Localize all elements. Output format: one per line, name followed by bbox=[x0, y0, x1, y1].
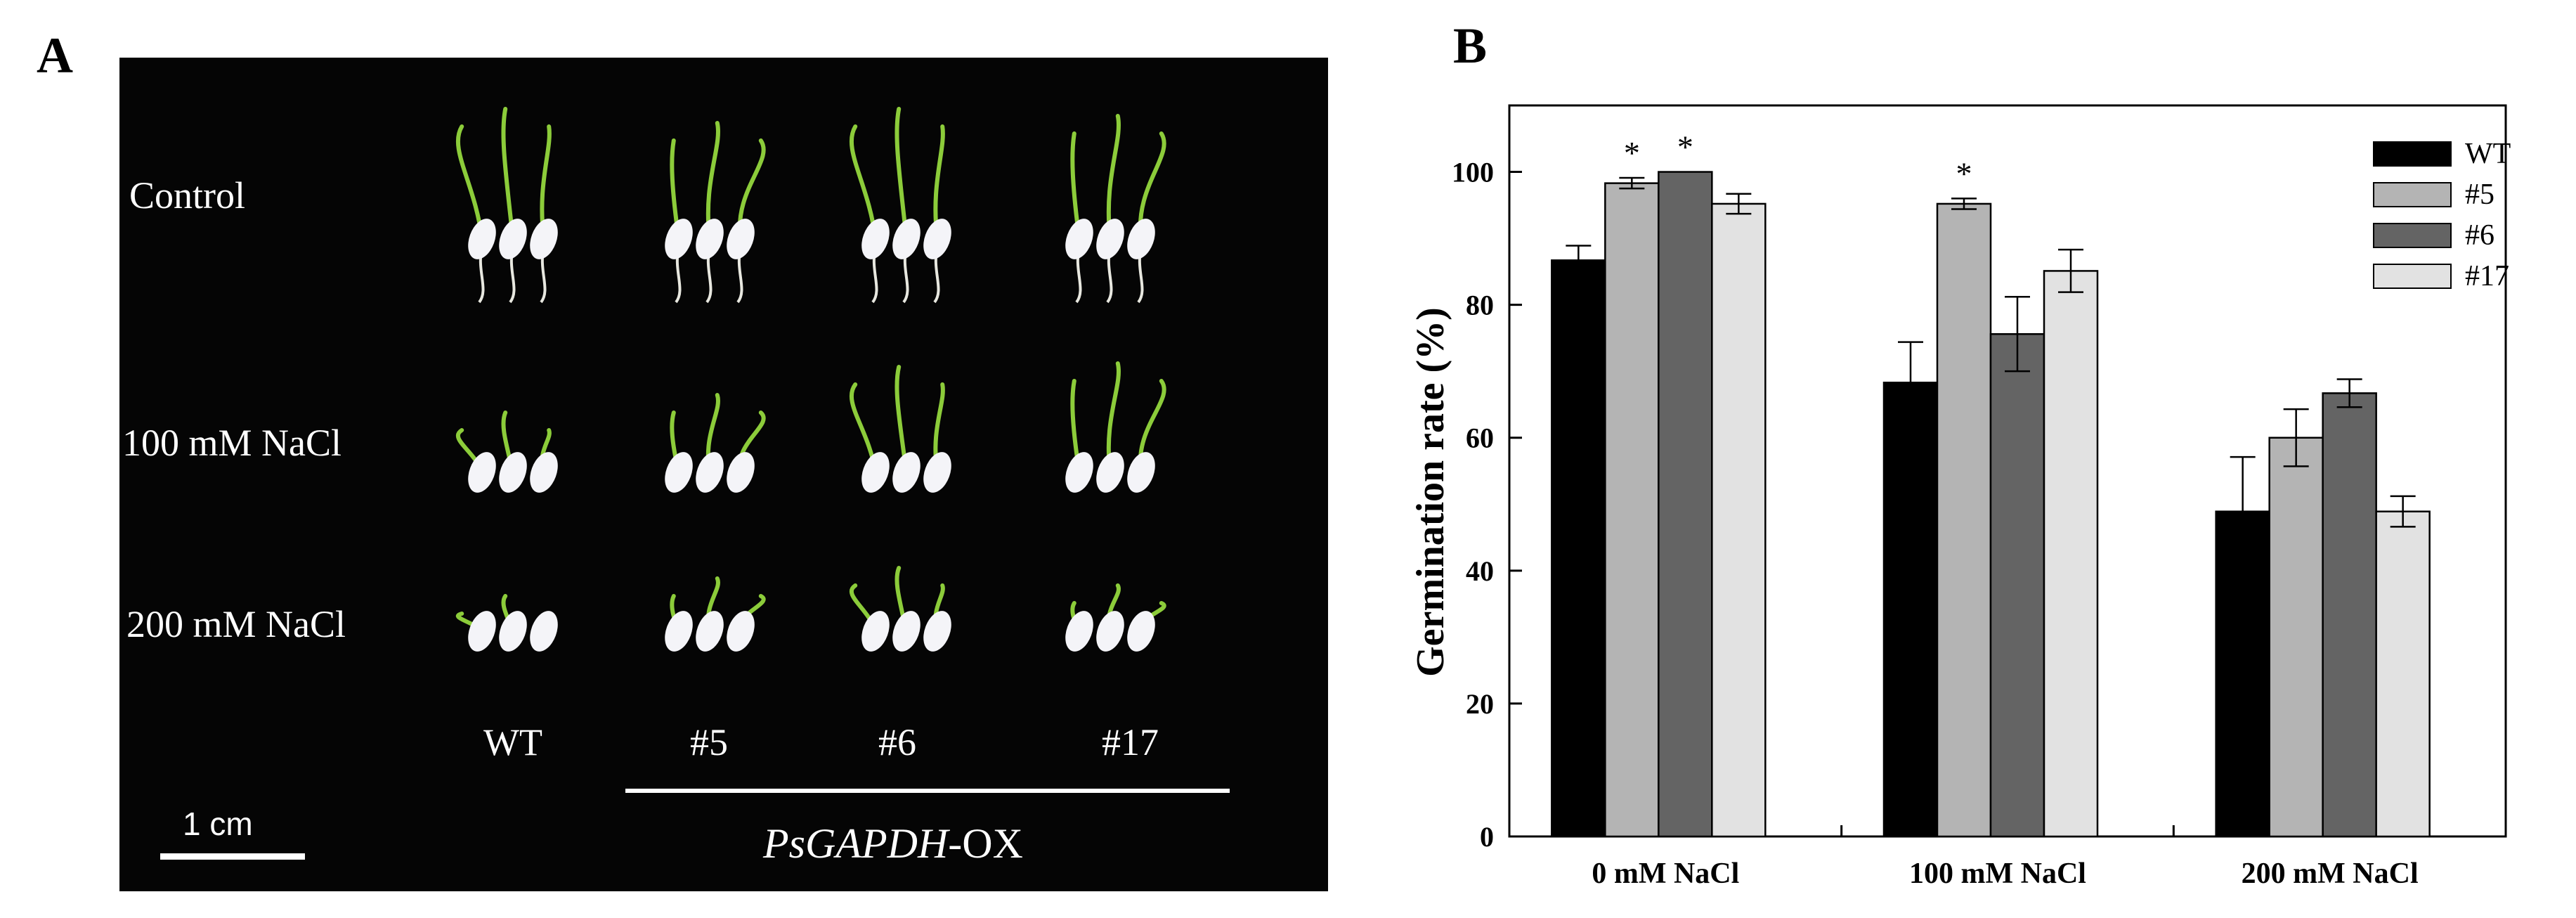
x-tick-label: 200 mM NaCl bbox=[2242, 858, 2419, 890]
significance-star: * bbox=[1956, 155, 1972, 191]
legend-swatch bbox=[2373, 141, 2452, 167]
seed bbox=[530, 452, 558, 493]
legend-swatch bbox=[2373, 223, 2452, 248]
column-label-17: #17 bbox=[1102, 721, 1159, 763]
legend-swatch bbox=[2373, 182, 2452, 207]
significance-star: * bbox=[1624, 135, 1640, 171]
legend-label: #17 bbox=[2465, 260, 2509, 292]
y-tick-label: 80 bbox=[1466, 290, 1494, 321]
seed bbox=[892, 219, 921, 259]
seed bbox=[696, 611, 724, 652]
seedling-shoot bbox=[501, 107, 515, 241]
seed bbox=[468, 611, 496, 652]
seedling-shoot bbox=[1106, 114, 1121, 241]
seed bbox=[468, 219, 496, 259]
bar-line-5-2 bbox=[2268, 437, 2324, 838]
bar-line-17-2 bbox=[2375, 510, 2431, 838]
legend-label: #6 bbox=[2465, 219, 2494, 252]
seed bbox=[1065, 452, 1093, 493]
seed bbox=[530, 219, 558, 259]
row-label-200mm: 200 mM NaCl bbox=[126, 603, 346, 645]
seed bbox=[499, 611, 527, 652]
chart-bars bbox=[1551, 171, 2431, 838]
y-tick-label: 40 bbox=[1466, 555, 1494, 587]
seed bbox=[1096, 452, 1124, 493]
seed bbox=[727, 452, 755, 493]
chart-axes: 0 20 40 60 80 100 0 mM NaCl 100 mM NaCl 200 mM N… bbox=[1452, 104, 2507, 890]
transgene-label-italic: PsGAPDH bbox=[762, 820, 951, 867]
column-label-6: #6 bbox=[878, 721, 916, 763]
seedling-shoot bbox=[455, 124, 484, 241]
scale-bar-label: 1 cm bbox=[183, 806, 253, 842]
seed bbox=[1096, 611, 1124, 652]
x-tick-label: 100 mM NaCl bbox=[1909, 858, 2086, 890]
seed bbox=[499, 452, 527, 493]
seed bbox=[1096, 219, 1124, 259]
legend-label: WT bbox=[2465, 138, 2511, 170]
bar-WT-1 bbox=[1882, 382, 1939, 838]
y-tick-label: 100 bbox=[1452, 157, 1494, 188]
seed bbox=[665, 452, 693, 493]
seed bbox=[1127, 219, 1155, 259]
bar-WT-0 bbox=[1551, 259, 1606, 838]
seedling-shoot bbox=[540, 124, 552, 241]
column-label-5: #5 bbox=[690, 721, 728, 763]
seedling-shoot bbox=[705, 121, 720, 241]
seed bbox=[468, 452, 496, 493]
seed bbox=[665, 219, 693, 259]
seed bbox=[923, 611, 951, 652]
transgenic-group-bracket bbox=[625, 789, 1230, 793]
transgene-label: PsGAPDH-OX bbox=[762, 820, 1023, 867]
significance-star: * bbox=[1677, 129, 1693, 165]
chart-significance-markers: * * * bbox=[1624, 129, 1972, 192]
seed bbox=[696, 452, 724, 493]
bar-line-5-0 bbox=[1604, 182, 1660, 838]
seed bbox=[861, 452, 890, 493]
row-label-control: Control bbox=[129, 174, 245, 216]
germination-bar-chart: 0 20 40 60 80 100 0 mM NaCl 100 mM NaCl 200 mM N… bbox=[1409, 104, 2511, 890]
seed bbox=[665, 611, 693, 652]
bar-line-5-1 bbox=[1936, 202, 1992, 838]
seed bbox=[892, 452, 921, 493]
y-axis-label: Germination rate (%) bbox=[1409, 307, 1452, 677]
seedling-shoot bbox=[895, 107, 909, 241]
seed bbox=[1065, 611, 1093, 652]
seed bbox=[530, 611, 558, 652]
seed bbox=[727, 219, 755, 259]
seed bbox=[861, 611, 890, 652]
y-tick-label: 60 bbox=[1466, 422, 1494, 454]
seedling-shoot bbox=[849, 124, 878, 241]
seed bbox=[1127, 611, 1155, 652]
seed bbox=[861, 219, 890, 259]
bar-line-17-0 bbox=[1711, 202, 1767, 838]
chart-legend: WT #5 #6 #17 bbox=[2373, 138, 2511, 292]
y-tick-label: 20 bbox=[1466, 688, 1494, 720]
seedling-photo-panel: Control 100 mM NaCl 200 mM NaCl WT #5 #6… bbox=[119, 58, 1328, 891]
panel-b-letter: B bbox=[1453, 18, 1488, 74]
seed bbox=[923, 452, 951, 493]
seed bbox=[1065, 219, 1093, 259]
seed bbox=[727, 611, 755, 652]
panel-a-letter: A bbox=[37, 27, 73, 84]
bar-line-6-1 bbox=[1989, 332, 2045, 838]
transgene-label-suffix: -OX bbox=[948, 820, 1023, 867]
seed bbox=[892, 611, 921, 652]
seedling-images bbox=[455, 107, 1166, 652]
column-label-wt: WT bbox=[483, 721, 542, 763]
seed bbox=[923, 219, 951, 259]
bar-line-17-1 bbox=[2043, 270, 2099, 838]
seed bbox=[1127, 452, 1155, 493]
bar-line-6-2 bbox=[2322, 392, 2377, 838]
seed bbox=[499, 219, 527, 259]
bar-line-6-0 bbox=[1658, 171, 1713, 838]
chart-error-bars bbox=[1566, 176, 2416, 567]
seed bbox=[696, 219, 724, 259]
seedling-shoot bbox=[933, 124, 945, 241]
legend-swatch bbox=[2373, 264, 2452, 289]
x-tick-label: 0 mM NaCl bbox=[1592, 858, 1739, 890]
y-tick-label: 0 bbox=[1480, 821, 1494, 853]
legend-label: #5 bbox=[2465, 179, 2494, 211]
scale-bar bbox=[160, 853, 305, 860]
row-label-100mm: 100 mM NaCl bbox=[122, 422, 341, 464]
